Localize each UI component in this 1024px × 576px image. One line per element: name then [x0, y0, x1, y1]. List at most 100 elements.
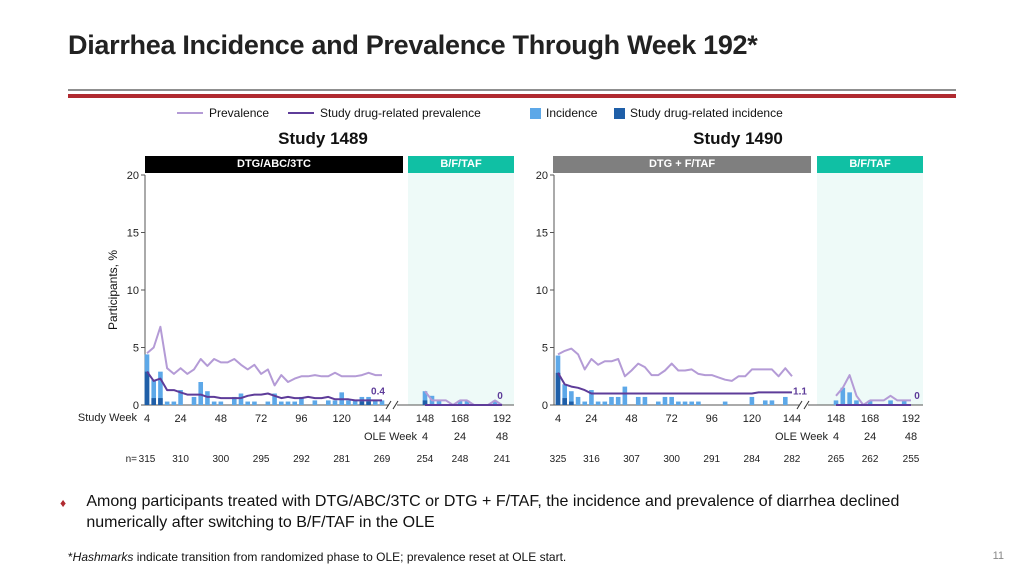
- study-1489-ole-drug-incidence-bar: [422, 400, 428, 405]
- study-1489-rand-drug-incidence-bar: [366, 401, 371, 405]
- study-1489-rand-drug-incidence-bar: [144, 371, 150, 405]
- study-1490-rand-incidence-bar: [569, 391, 574, 405]
- study-1489-study-week-tick: 192: [493, 413, 511, 425]
- study-1490-n-value: 265: [828, 454, 845, 465]
- study-1490-rand-incidence-bar: [722, 401, 728, 405]
- study-1490-n-value: 255: [903, 454, 920, 465]
- study-1490-study-week-tick: 120: [743, 413, 761, 425]
- study-1490-ole-week-tick: 4: [833, 431, 839, 443]
- study-1490-rand-incidence-bar: [689, 401, 695, 405]
- study-1489-ole-incidence-bar: [464, 400, 470, 405]
- study-1490-rand-incidence-bar: [762, 400, 768, 405]
- study-1490-y-tick-label: 0: [542, 400, 548, 412]
- study-1489-rand-incidence-bar: [299, 396, 304, 405]
- study-1490-rand-incidence-bar: [582, 401, 588, 405]
- study-1490-n-value: 300: [663, 454, 680, 465]
- study-1489-rand-incidence-bar: [245, 401, 251, 405]
- study-1489-n-value: 248: [452, 454, 469, 465]
- study-1490-ole-week-label: OLE Week: [775, 431, 828, 443]
- study-1489-study-week-tick: 72: [255, 413, 267, 425]
- study-1489-study-week-tick: 168: [451, 413, 469, 425]
- study-1490-rand-incidence-bar: [589, 390, 594, 405]
- study-1490-rand-prevalence-line: [557, 347, 793, 382]
- study-1490-ole-incidence-bar: [840, 387, 846, 405]
- study-1489-hashmark: [392, 400, 399, 410]
- study-1490-study-week-tick: 4: [555, 413, 561, 425]
- study-1490-rand-drug-prevalence-line: [557, 372, 792, 395]
- study-1490-study-week-tick: 192: [902, 413, 920, 425]
- study-1490-rand-incidence-bar: [655, 401, 661, 405]
- study-1490-ole-week-tick: 48: [905, 431, 917, 443]
- bullet-diamond-icon: ♦: [60, 496, 67, 510]
- study-1489-study-week-tick: 4: [144, 413, 150, 425]
- study-1489-y-tick-label: 20: [127, 170, 139, 182]
- study-1490-study-week-tick: 96: [706, 413, 718, 425]
- legend-drug-incidence: Study drug-related incidence: [614, 106, 783, 120]
- study-1489-rand-incidence-bar: [285, 401, 291, 405]
- study-1489-n-value: 295: [253, 454, 270, 465]
- study-1489-n-value: 254: [417, 454, 434, 465]
- study-1489-rand-incidence-bar: [379, 400, 385, 405]
- study-week-row-label: Study Week: [78, 412, 138, 424]
- study-1489-ole-incidence-bar: [492, 400, 498, 405]
- study-1489-ole-incidence-bar: [436, 400, 442, 405]
- study-1489-rand-incidence-bar: [352, 400, 358, 405]
- legend-prevalence-swatch: [177, 112, 203, 114]
- study-1490-ole-incidence-bar: [901, 400, 907, 405]
- study-1489-rand-incidence-bar: [292, 401, 298, 405]
- study-1489-rand-incidence-bar: [312, 400, 318, 405]
- study-1489-rand-incidence-bar: [171, 401, 177, 405]
- page-number: 11: [992, 550, 1004, 562]
- study-1489-rand-incidence-bar: [164, 401, 170, 405]
- study-1489-n-value: 292: [293, 454, 310, 465]
- study-1490-ole-incidence-bar: [854, 400, 859, 405]
- study-1490-rand-incidence-bar: [609, 396, 614, 405]
- study-1490-n-value: 325: [550, 454, 567, 465]
- study-1489-rand-drug-prevalence-line: [146, 371, 382, 402]
- study-1490-ole-incidence-bar: [833, 400, 839, 405]
- study-1490-n-value: 284: [744, 454, 761, 465]
- study-1490-study-week-tick: 144: [783, 413, 801, 425]
- study-1489-rand-incidence-bar: [346, 400, 351, 405]
- study-1490-rand-incidence-bar: [662, 396, 668, 405]
- study-1490-rand-drug-incidence-bar: [555, 372, 561, 405]
- study-1489-y-tick-label: 15: [127, 228, 139, 240]
- study-1489-rand-incidence-bar: [198, 382, 204, 405]
- study-1490-rand-incidence-bar: [622, 386, 628, 405]
- study-1489-study-week-tick: 120: [333, 413, 351, 425]
- study-1489-study-week-tick: 48: [215, 413, 227, 425]
- study-1489-n-value: 241: [494, 454, 511, 465]
- legend-drug-incidence-swatch: [614, 107, 625, 119]
- study-1489-ole-shade: [408, 173, 514, 405]
- study-1489-study-week-tick: 148: [416, 413, 434, 425]
- study-1490-rand-incidence-bar: [602, 401, 608, 405]
- study-1490-ole-incidence-bar: [867, 400, 873, 405]
- study-1489-study-week-tick: 96: [295, 413, 307, 425]
- study-1490-ole-week-tick: 24: [864, 431, 876, 443]
- study-1490-ole-prevalence-line: [835, 374, 911, 406]
- study-1490-y-tick-label: 15: [536, 228, 548, 240]
- study-1489-rand-drug-incidence-bar: [359, 401, 365, 405]
- study-1489-ole-week-tick: 48: [496, 431, 508, 443]
- study-1489-n-value: 269: [374, 454, 391, 465]
- study-1490-rand-incidence-bar: [749, 396, 755, 405]
- study-1489-y-tick-label: 5: [133, 343, 139, 355]
- study-1490-study-week-tick: 168: [861, 413, 879, 425]
- study-1490-rand-drug-incidence-bar: [562, 398, 567, 405]
- study-1489-rand-incidence-bar: [231, 396, 237, 405]
- legend-incidence: Incidence: [530, 106, 597, 120]
- study-1489-end-label-rand: 0.4: [371, 386, 385, 397]
- title-rule-red: [68, 94, 956, 98]
- summary-bullet-text: Among participants treated with DTG/ABC/…: [86, 493, 900, 531]
- study-1489-ole-incidence-bar: [422, 391, 428, 405]
- study-1489-ole-header: B/F/TAF: [408, 156, 514, 173]
- legend-prevalence: Prevalence: [177, 106, 269, 120]
- legend-incidence-swatch: [530, 107, 541, 119]
- study-1489-hashmark: [385, 400, 392, 410]
- study-1490-study-week-tick: 72: [666, 413, 678, 425]
- n-row-label: n=: [126, 454, 138, 465]
- study-1489-rand-incidence-bar: [158, 371, 163, 405]
- legend-prevalence-label: Prevalence: [209, 106, 270, 120]
- study-1489-end-label-ole: 0: [497, 391, 503, 402]
- study-1489-n-value: 310: [172, 454, 189, 465]
